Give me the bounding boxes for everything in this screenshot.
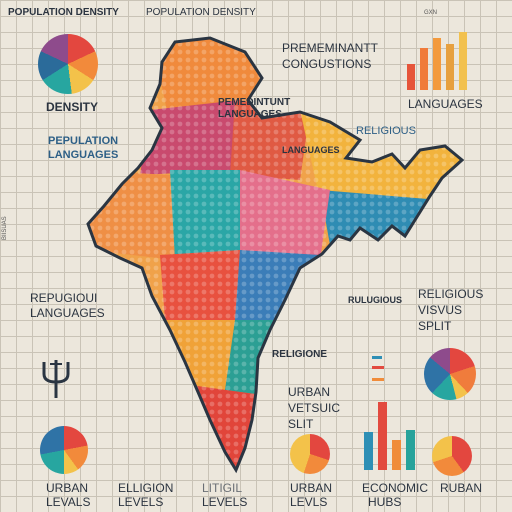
bar-2 [420, 48, 428, 90]
label-bottom-urban-b2: LEVLS [290, 495, 328, 509]
urban-levels-pie-chart-2 [290, 434, 330, 474]
label-predominant: PREMEMINANTT [282, 41, 378, 55]
label-urban-3: SLIT [288, 417, 314, 431]
label-map-rulugious: RULUGIOUS [348, 295, 402, 305]
ruban-pie-chart [432, 436, 472, 476]
label-congestions: CONGUSTIONS [282, 57, 372, 71]
bar-3 [433, 38, 441, 90]
header-title-right: POPULATION DENSITY [146, 7, 256, 18]
label-religious-split-1: RELIGIOUS [418, 287, 484, 301]
label-population-2: LANGUAGES [48, 149, 119, 161]
header-tag: GXN [424, 10, 438, 16]
urban-levels-pie-chart [40, 426, 88, 474]
label-population-1: PEPULATION [48, 135, 119, 147]
label-religious-split-2: VISVUS [418, 303, 463, 317]
label-bottom-religion-2: LEVELS [118, 495, 164, 509]
label-density: DENSITY [46, 100, 99, 114]
label-religious-split-3: SPLIT [418, 319, 452, 333]
mid-bar-4 [406, 430, 415, 470]
label-languages-left: LANGUAGES [30, 306, 105, 320]
label-bottom-economic-2: HUBS [368, 495, 402, 509]
bar-1 [407, 64, 415, 90]
trident-icon [38, 356, 74, 400]
side-tag: BIISUAS [2, 216, 8, 240]
mid-bar-1 [364, 432, 373, 470]
legend-mark-2 [372, 366, 384, 369]
label-bottom-urban-b1: URBAN [290, 481, 333, 495]
label-bottom-levels-1: LITIGIL [202, 481, 243, 495]
density-pie-chart [38, 34, 98, 94]
religious-split-pie-chart [424, 348, 476, 400]
bar-5 [459, 32, 467, 90]
label-map-languages: LANGUAGES [218, 109, 282, 120]
label-religions: RELIGIONE [272, 349, 328, 360]
label-map-languages-2: LANGUAGES [282, 145, 340, 155]
bar-4 [446, 44, 454, 90]
legend-mark-3 [372, 378, 384, 381]
label-languages-top-right: LANGUAGES [408, 97, 483, 111]
label-repugious: REPUGIOUI [30, 291, 98, 305]
label-urban-1: URBAN [288, 385, 331, 399]
label-bottom-right: RUBAN [440, 481, 483, 495]
label-bottom-economic-1: ECONOMIC [362, 481, 428, 495]
header-title-left: POPULATION DENSITY [8, 7, 119, 18]
label-bottom-religion-1: ELLIGION [118, 481, 174, 495]
label-urban-2: VETSUIC [288, 401, 341, 415]
mid-bar-3 [392, 440, 401, 470]
label-bottom-levels-2: LEVELS [202, 495, 248, 509]
label-map-prominent: PEMEDINTUNT [218, 97, 291, 108]
legend-mark-1 [372, 356, 382, 359]
mid-bar-2 [378, 402, 387, 470]
label-bottom-urban-2: LEVALS [46, 495, 91, 509]
label-religious-right: RELIGIOUS [356, 125, 416, 137]
label-bottom-urban-1: URBAN [46, 481, 89, 495]
